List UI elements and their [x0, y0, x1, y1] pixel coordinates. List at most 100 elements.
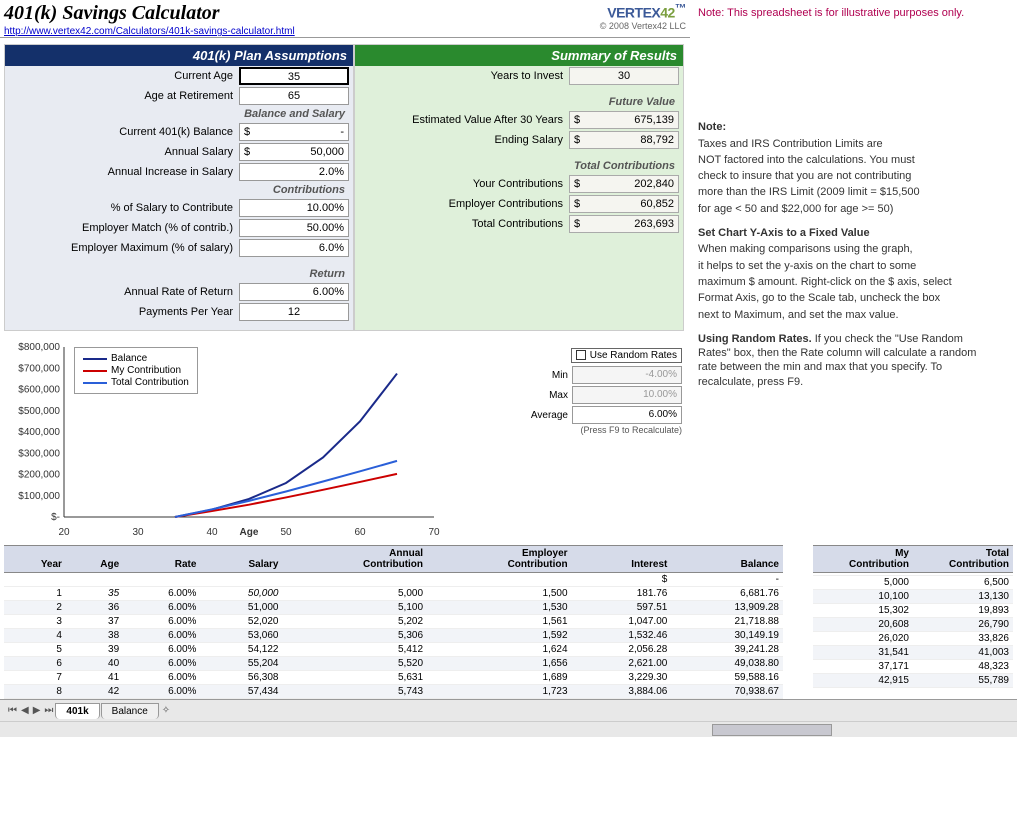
table-row: 10,10013,130 — [813, 590, 1013, 604]
tab-prev-icon[interactable]: ◀ — [19, 705, 31, 716]
table-cell: 70,938.67 — [671, 685, 783, 699]
source-link[interactable]: http://www.vertex42.com/Calculators/401k… — [4, 26, 295, 37]
table-cell: 41 — [66, 671, 123, 685]
copyright: © 2008 Vertex42 LLC — [600, 21, 686, 31]
end-sal-label: Ending Salary — [359, 134, 569, 146]
table-cell: 1,656 — [427, 657, 572, 671]
table-cell: 26,790 — [913, 618, 1013, 632]
table-cell: 1,500 — [427, 587, 572, 601]
chart-note-line: Format Axis, go to the Scale tab, unchec… — [698, 291, 992, 305]
assumptions-title: 401(k) Plan Assumptions — [5, 45, 353, 66]
ppy-input[interactable]: 12 — [239, 303, 349, 321]
table-row: 7416.00%56,3085,6311,6893,229.3059,588.1… — [4, 671, 783, 685]
table-cell: 1,047.00 — [572, 615, 672, 629]
total-contrib-label: Total Contributions — [359, 218, 569, 230]
table-cell: 37,171 — [813, 660, 913, 674]
table-cell — [66, 573, 123, 587]
table-cell: 2 — [4, 601, 66, 615]
table-cell: 1,689 — [427, 671, 572, 685]
page-title: 401(k) Savings Calculator — [4, 2, 295, 25]
table-cell: 33,826 — [913, 632, 1013, 646]
tab-401k[interactable]: 401k — [55, 703, 99, 719]
tab-next-icon[interactable]: ▶ — [31, 705, 43, 716]
min-label: Min — [552, 370, 568, 381]
rate-input[interactable]: 6.00% — [239, 283, 349, 301]
table-row: 2366.00%51,0005,1001,530597.5113,909.28 — [4, 601, 783, 615]
table-header: Rate — [123, 546, 200, 573]
table-header: Balance — [671, 546, 783, 573]
emp-contrib-value: 60,852 — [569, 195, 679, 213]
table-cell: 6,681.76 — [671, 587, 783, 601]
note-line: for age < 50 and $22,000 for age >= 50) — [698, 202, 992, 216]
min-input[interactable]: -4.00% — [572, 366, 682, 384]
table-cell — [123, 573, 200, 587]
random-rates-checkbox[interactable]: Use Random Rates — [571, 348, 682, 363]
table-cell: 6.00% — [123, 615, 200, 629]
chart-note-line: it helps to set the y-axis on the chart … — [698, 259, 992, 273]
max-input[interactable]: 10.00% — [572, 386, 682, 404]
table-cell: 181.76 — [572, 587, 672, 601]
salary-inc-input[interactable]: 2.0% — [239, 163, 349, 181]
balance-label: Current 401(k) Balance — [9, 126, 239, 138]
table-cell: 5,520 — [283, 657, 428, 671]
current-age-input[interactable]: 35 — [239, 67, 349, 85]
table-header: Year — [4, 546, 66, 573]
summary-title: Summary of Results — [355, 45, 683, 66]
svg-text:$300,000: $300,000 — [18, 448, 60, 459]
table-cell: 39,241.28 — [671, 643, 783, 657]
svg-text:$100,000: $100,000 — [18, 491, 60, 502]
years-label: Years to Invest — [359, 70, 569, 82]
table-cell: 20,608 — [813, 618, 913, 632]
table-cell: 5,743 — [283, 685, 428, 699]
your-contrib-value: 202,840 — [569, 175, 679, 193]
salary-inc-label: Annual Increase in Salary — [9, 166, 239, 178]
svg-text:Age: Age — [240, 527, 259, 538]
salary-input[interactable]: 50,000 — [239, 143, 349, 161]
scrollbar-thumb[interactable] — [712, 724, 832, 736]
table-cell: 19,893 — [913, 604, 1013, 618]
table-cell: 1,561 — [427, 615, 572, 629]
emp-match-input[interactable]: 50.00% — [239, 219, 349, 237]
tab-balance[interactable]: Balance — [101, 703, 159, 719]
table-cell: 5,000 — [283, 587, 428, 601]
emp-max-input[interactable]: 6.0% — [239, 239, 349, 257]
avg-label: Average — [531, 410, 568, 421]
table-header: Interest — [572, 546, 672, 573]
table-cell: 5,202 — [283, 615, 428, 629]
table-row: 5,0006,500 — [813, 576, 1013, 590]
table-cell: 1 — [4, 587, 66, 601]
table-cell: 42 — [66, 685, 123, 699]
salary-label: Annual Salary — [9, 146, 239, 158]
table-header: MyContribution — [813, 546, 913, 573]
retire-age-input[interactable]: 65 — [239, 87, 349, 105]
tab-last-icon[interactable]: ⏭ — [42, 705, 55, 716]
logo: VERTEX42™ — [600, 2, 686, 21]
retire-age-label: Age at Retirement — [9, 90, 239, 102]
table-row: 6406.00%55,2045,5201,6562,621.0049,038.8… — [4, 657, 783, 671]
emp-contrib-label: Employer Contributions — [359, 198, 569, 210]
table-row: 4386.00%53,0605,3061,5921,532.4630,149.1… — [4, 629, 783, 643]
rate-label: Annual Rate of Return — [9, 286, 239, 298]
svg-text:60: 60 — [354, 527, 366, 538]
horizontal-scrollbar[interactable] — [0, 721, 1017, 737]
table-row: 15,30219,893 — [813, 604, 1013, 618]
header: 401(k) Savings Calculator http://www.ver… — [0, 0, 690, 38]
note-line: NOT factored into the calculations. You … — [698, 153, 992, 167]
subhead-total: Total Contributions — [355, 158, 683, 174]
summary-panel: Summary of Results Years to Invest30 Fut… — [354, 44, 684, 331]
table-cell: 5,000 — [813, 576, 913, 590]
pct-contrib-input[interactable]: 10.00% — [239, 199, 349, 217]
illustrative-note: Note: This spreadsheet is for illustrati… — [698, 6, 992, 20]
sheet-tabs: ⏮ ◀ ▶ ⏭ 401k Balance ✧ — [0, 699, 1017, 721]
tab-first-icon[interactable]: ⏮ — [6, 705, 19, 716]
random-rates-label: Use Random Rates — [590, 350, 677, 361]
tab-new-icon[interactable]: ✧ — [160, 705, 172, 716]
subhead-contrib: Contributions — [5, 182, 353, 198]
balance-input[interactable]: - — [239, 123, 349, 141]
amortization-table: YearAgeRateSalaryAnnualContributionEmplo… — [4, 545, 783, 699]
random-rates-heading: Using Random Rates. — [698, 333, 812, 345]
side-notes: Note: This spreadsheet is for illustrati… — [690, 0, 1000, 545]
svg-text:$400,000: $400,000 — [18, 427, 60, 438]
subhead-return: Return — [5, 266, 353, 282]
svg-text:$500,000: $500,000 — [18, 406, 60, 417]
